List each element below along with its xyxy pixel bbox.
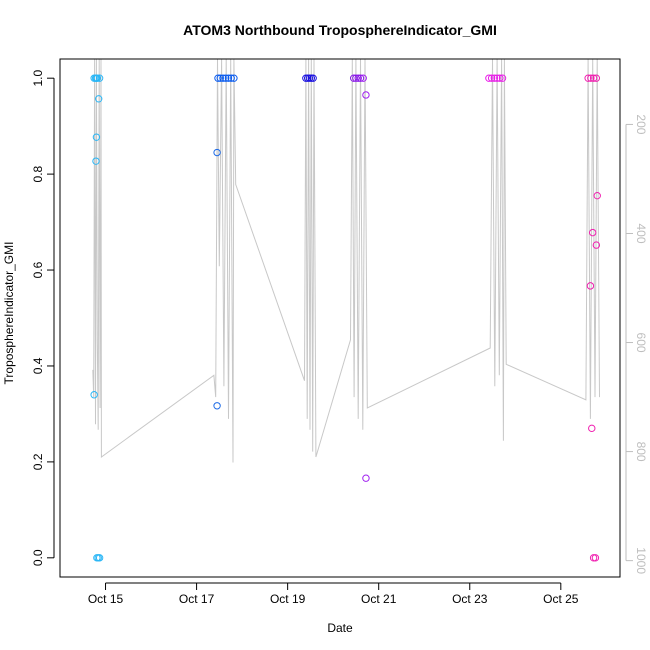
data-point [227, 74, 235, 82]
data-point [362, 91, 370, 99]
data-point [92, 157, 100, 165]
data-point [94, 95, 103, 103]
data-point [487, 74, 496, 82]
data-point [588, 228, 597, 237]
data-point [213, 402, 221, 410]
data-point [362, 474, 370, 482]
data-point [95, 74, 104, 82]
data-point [584, 74, 592, 82]
right-tick-label: 600 [634, 333, 648, 353]
data-point [586, 282, 595, 290]
plot-frame [59, 58, 621, 578]
data-point [490, 74, 499, 82]
x-tick-label: Oct 17 [179, 592, 215, 606]
y-tick-label: 0.8 [31, 165, 45, 182]
chart-title: ATOM3 Northbound TroposphereIndicator_GM… [183, 22, 497, 38]
data-point [498, 74, 507, 82]
points-layer [90, 74, 601, 562]
data-point [587, 74, 595, 82]
x-tick-label: Oct 21 [361, 592, 397, 606]
data-point [592, 241, 601, 249]
data-point [592, 74, 601, 82]
data-point [496, 74, 504, 82]
x-tick-label: Oct 25 [543, 592, 579, 606]
data-point [356, 74, 365, 82]
data-point [588, 424, 596, 433]
y-tick-label: 0.0 [31, 549, 45, 566]
data-point [224, 74, 233, 82]
y-tick-label: 1.0 [31, 70, 45, 87]
data-point [591, 554, 600, 562]
data-point [352, 74, 360, 82]
y-tick-label: 0.2 [31, 453, 45, 470]
data-point [493, 74, 501, 82]
data-point [95, 554, 104, 562]
right-tick-label: 400 [634, 223, 648, 243]
data-point [216, 74, 224, 82]
axes-layer: Oct 15 Oct 17 Oct 19 Oct 21 Oct 23 Oct 25 0.0 0… [31, 70, 648, 606]
x-tick-label: Oct 23 [452, 592, 488, 606]
right-tick-label: 200 [634, 114, 648, 134]
right-tick-label: 1000 [634, 547, 648, 574]
data-point [90, 391, 98, 399]
data-point [93, 74, 102, 82]
data-point [485, 74, 493, 82]
data-point [359, 74, 367, 82]
data-point [92, 133, 101, 141]
x-axis-label: Date [327, 621, 353, 635]
data-point [222, 74, 230, 82]
x-tick-label: Oct 19 [270, 592, 306, 606]
right-tick-label: 800 [634, 442, 648, 462]
data-point [354, 74, 362, 82]
x-tick-label: Oct 15 [88, 592, 124, 606]
data-point [213, 148, 221, 157]
y-axis-label: TroposphereIndicator_GMI [2, 242, 16, 385]
data-point [309, 74, 317, 82]
y-tick-label: 0.4 [31, 357, 45, 374]
data-point [219, 74, 227, 82]
data-point [214, 74, 222, 82]
data-point [593, 191, 601, 200]
data-point [230, 74, 238, 82]
data-point [589, 74, 598, 82]
y-tick-label: 0.6 [31, 261, 45, 278]
